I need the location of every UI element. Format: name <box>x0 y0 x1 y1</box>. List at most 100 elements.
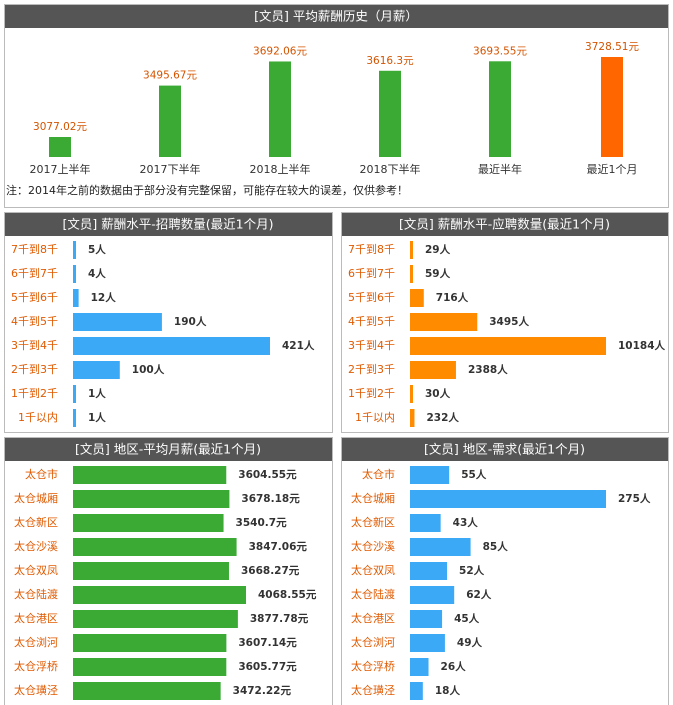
category-label: 太仓市 <box>362 467 395 481</box>
value-label: 45人 <box>454 612 480 625</box>
category-label: 太仓浏河 <box>351 635 395 649</box>
note: 注：2014年之前的数据由于部分没有完整保留，可能存在较大的误差，仅供参考！ <box>6 183 408 197</box>
value-label: 3077.02元 <box>33 121 87 133</box>
value-label: 3616.3元 <box>366 55 414 67</box>
bar <box>73 610 238 628</box>
value-label: 1人 <box>88 411 106 424</box>
bar <box>73 490 230 508</box>
value-label: 3678.18元 <box>241 493 300 505</box>
x-tick-label: 最近1个月 <box>587 163 638 176</box>
bar <box>410 610 443 628</box>
bar <box>73 586 246 604</box>
category-label: 1千到2千 <box>348 387 395 400</box>
value-label: 29人 <box>425 243 451 256</box>
bar <box>73 466 227 484</box>
category-label: 太仓港区 <box>14 611 58 625</box>
category-label: 太仓城厢 <box>14 491 58 505</box>
category-label: 7千到8千 <box>11 243 58 256</box>
value-label: 5人 <box>88 243 106 256</box>
category-label: 7千到8千 <box>348 243 395 256</box>
category-label: 6千到7千 <box>348 267 395 280</box>
panel-title: [文员] 地区-平均月薪(最近1个月) <box>75 442 261 457</box>
value-label: 3472.22元 <box>233 685 292 697</box>
panel-header <box>342 438 668 461</box>
value-label: 190人 <box>174 315 207 328</box>
panel <box>4 212 333 433</box>
value-label: 3495.67元 <box>143 70 197 82</box>
panel <box>341 437 669 705</box>
category-label: 太仓城厢 <box>351 491 395 505</box>
category-label: 太仓新区 <box>14 515 58 529</box>
value-label: 85人 <box>483 540 509 553</box>
value-label: 100人 <box>132 363 165 376</box>
value-label: 43人 <box>453 516 479 529</box>
value-label: 2388人 <box>468 363 508 376</box>
bar <box>73 562 229 580</box>
value-label: 10184人 <box>618 339 666 352</box>
category-label: 1千以内 <box>355 410 395 424</box>
category-label: 4千到5千 <box>348 315 395 328</box>
value-label: 3728.51元 <box>585 41 639 53</box>
bar <box>73 634 227 652</box>
bar <box>410 337 606 355</box>
value-label: 3692.06元 <box>253 45 307 57</box>
value-label: 30人 <box>425 387 451 400</box>
x-tick-label: 2018上半年 <box>250 162 311 176</box>
bar <box>410 514 441 532</box>
value-label: 3847.06元 <box>249 541 308 553</box>
bar <box>410 289 424 307</box>
value-label: 18人 <box>435 684 461 697</box>
bar <box>73 538 237 556</box>
value-label: 55人 <box>461 468 487 481</box>
bar <box>410 538 471 556</box>
x-tick-label: 2017上半年 <box>30 162 91 176</box>
value-label: 1人 <box>88 387 106 400</box>
value-label: 232人 <box>426 411 459 424</box>
bar <box>73 337 270 355</box>
bar <box>269 61 291 158</box>
x-tick-label: 2017下半年 <box>140 162 201 176</box>
bar <box>410 241 413 259</box>
category-label: 太仓璜泾 <box>351 683 395 697</box>
panel-title: [文员] 薪酬水平-应聘数量(最近1个月) <box>399 217 610 232</box>
bar <box>73 682 221 700</box>
bar <box>489 61 511 158</box>
bar <box>73 313 162 331</box>
value-label: 59人 <box>425 267 451 280</box>
bar <box>379 70 401 157</box>
bar <box>410 265 413 283</box>
bar <box>73 385 76 403</box>
value-label: 12人 <box>91 291 117 304</box>
value-label: 3693.55元 <box>473 45 527 57</box>
value-label: 716人 <box>436 291 469 304</box>
value-label: 3668.27元 <box>241 565 300 577</box>
bar <box>73 241 76 259</box>
category-label: 太仓陆渡 <box>351 587 395 601</box>
value-label: 3495人 <box>489 315 529 328</box>
bar <box>410 634 445 652</box>
bar <box>410 466 450 484</box>
bar <box>601 57 623 157</box>
value-label: 26人 <box>441 660 467 673</box>
panel <box>341 212 669 433</box>
category-label: 太仓浏河 <box>14 635 58 649</box>
category-label: 太仓陆渡 <box>14 587 58 601</box>
bar <box>73 289 79 307</box>
category-label: 3千到4千 <box>11 339 58 352</box>
category-label: 太仓新区 <box>351 515 395 529</box>
panel-title: [文员] 薪酬水平-招聘数量(最近1个月) <box>63 217 274 232</box>
category-label: 太仓双凤 <box>351 563 395 577</box>
value-label: 4068.55元 <box>258 589 317 601</box>
x-tick-label: 2018下半年 <box>360 162 421 176</box>
category-label: 1千到2千 <box>11 387 58 400</box>
category-label: 太仓沙溪 <box>14 539 58 553</box>
bar <box>73 361 120 379</box>
category-label: 4千到5千 <box>11 315 58 328</box>
category-label: 太仓浮桥 <box>14 659 58 673</box>
bar <box>73 658 227 676</box>
value-label: 421人 <box>282 339 315 352</box>
panel-header <box>342 213 668 236</box>
category-label: 太仓浮桥 <box>351 659 395 673</box>
bar <box>410 313 478 331</box>
